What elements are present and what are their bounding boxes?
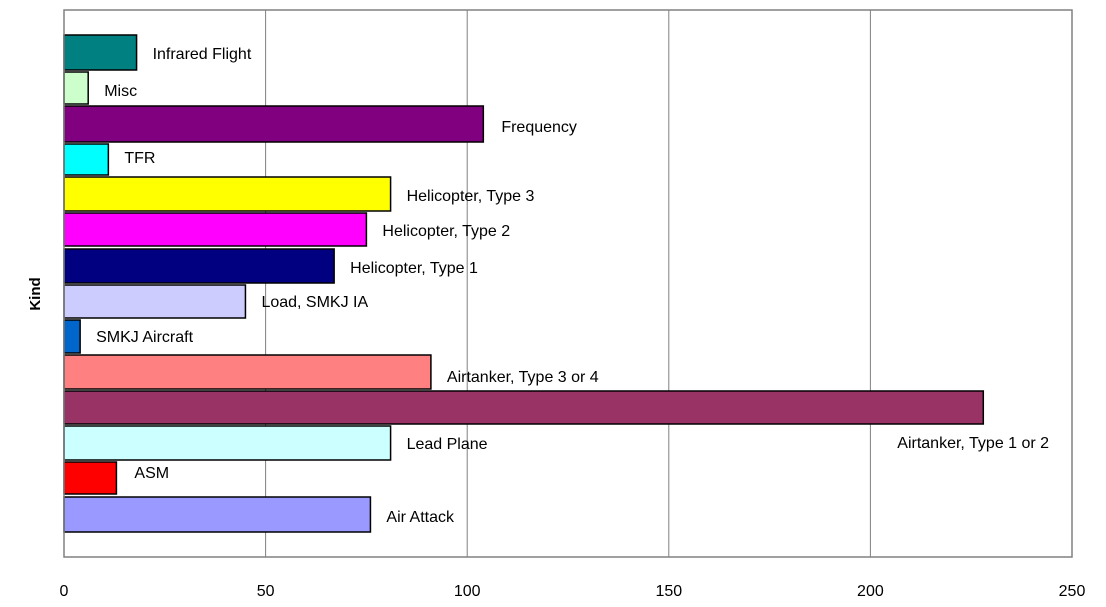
bar-label: Misc: [104, 83, 137, 100]
bar-labels: Infrared Flight Misc Frequency TFR Helicopte…: [96, 46, 1049, 526]
x-tick-label: 200: [857, 583, 884, 600]
bar: [63, 105, 485, 143]
bar-label: SMKJ Aircraft: [96, 329, 193, 346]
bar: [63, 425, 392, 461]
bar-label: ASM: [134, 465, 169, 482]
bar: [63, 461, 118, 495]
bar: [63, 248, 335, 284]
x-tick-label: 100: [454, 583, 481, 600]
bar-label: Helicopter, Type 1: [350, 260, 478, 277]
bar-label: Lead Plane: [407, 436, 488, 453]
x-tick-label: 0: [60, 583, 69, 600]
bars: [63, 34, 985, 533]
x-tick-label: 250: [1059, 583, 1086, 600]
bar-label: Air Attack: [386, 509, 455, 526]
x-axis-ticks: 0 50 100 150 200 250: [60, 583, 1086, 600]
x-tick-label: 50: [257, 583, 275, 600]
bar-label: Airtanker, Type 1 or 2: [897, 435, 1049, 452]
bar: [63, 496, 372, 533]
grid-lines: [265, 10, 871, 557]
bar-label: Infrared Flight: [153, 46, 252, 63]
bar: [63, 176, 392, 212]
bar: [63, 319, 81, 354]
bar-label: Helicopter, Type 2: [382, 223, 510, 240]
bar: [63, 71, 89, 105]
bar: [63, 390, 985, 425]
bar-label: TFR: [124, 150, 155, 167]
y-axis-label: Kind: [27, 277, 44, 310]
bar: [63, 143, 110, 176]
bar: [63, 212, 368, 247]
bar-label: Airtanker, Type 3 or 4: [447, 369, 599, 386]
bar-label: Helicopter, Type 3: [407, 188, 535, 205]
plot-area-frame: [63, 9, 1073, 558]
bar: [63, 34, 138, 71]
bar: [63, 284, 247, 319]
bar: [63, 354, 432, 390]
bar-label: Load, SMKJ IA: [261, 294, 368, 311]
bar-label: Frequency: [501, 119, 577, 136]
x-tick-label: 150: [655, 583, 682, 600]
